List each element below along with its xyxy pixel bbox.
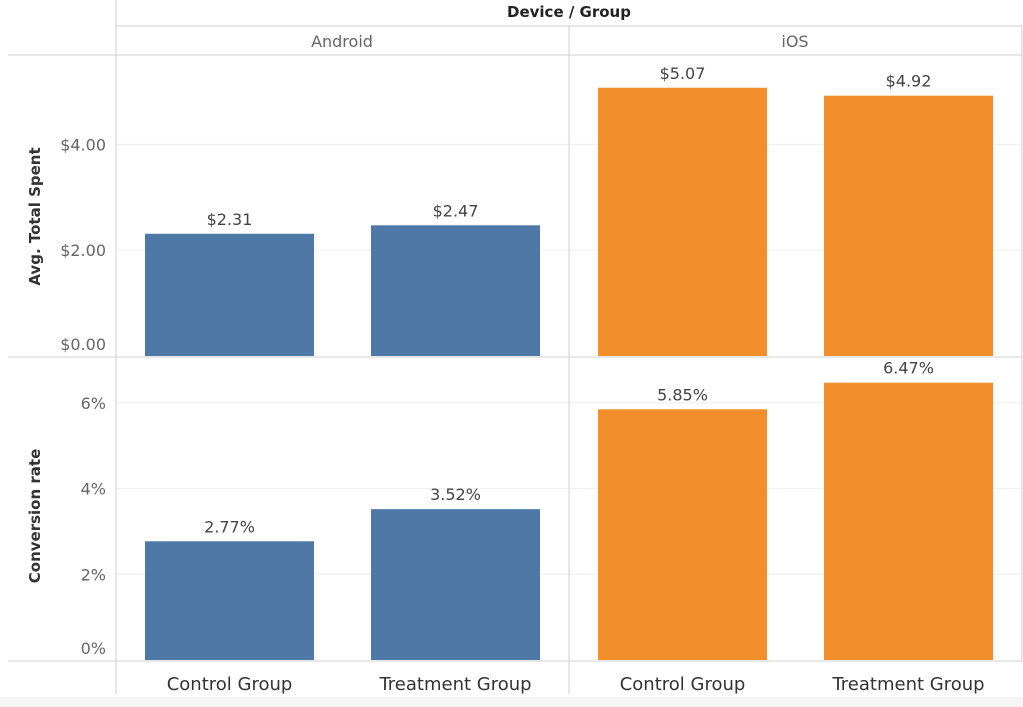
bar-row1-android-1 <box>371 509 540 660</box>
data-label-row0-android-0: $2.31 <box>207 210 253 229</box>
bar-row1-ios-0 <box>598 409 767 660</box>
bar-row0-android-0 <box>145 233 314 356</box>
data-label-row0-ios-0: $5.07 <box>660 64 706 83</box>
y-tick-label-row1-2: 4% <box>81 480 106 499</box>
data-label-row1-ios-1: 6.47% <box>883 359 934 378</box>
y-tick-label-row1-0: 0% <box>81 639 106 658</box>
y-tick-label-row0-0: $0.00 <box>60 335 106 354</box>
x-category-label-ios-1: Treatment Group <box>831 674 984 695</box>
data-label-row1-android-0: 2.77% <box>204 517 255 536</box>
y-tick-label-row0-1: $2.00 <box>60 241 106 260</box>
column-header-ios: iOS <box>781 32 808 51</box>
data-label-row1-android-1: 3.52% <box>430 485 481 504</box>
bar-row1-android-0 <box>145 541 314 660</box>
x-category-label-android-1: Treatment Group <box>378 674 531 695</box>
bottom-scroll-strip <box>0 697 1023 707</box>
y-tick-label-row1-3: 6% <box>81 394 106 413</box>
data-label-row0-android-1: $2.47 <box>433 201 479 220</box>
bar-row1-ios-1 <box>824 382 993 660</box>
x-category-label-android-0: Control Group <box>167 674 293 695</box>
y-tick-label-row1-1: 2% <box>81 565 106 584</box>
bar-row0-ios-0 <box>598 87 767 356</box>
column-header-android: Android <box>311 32 373 51</box>
bar-row0-android-1 <box>371 225 540 356</box>
axis-title-row0: Avg. Total Spent <box>26 147 44 285</box>
chart-title: Device / Group <box>507 3 631 21</box>
data-label-row1-ios-0: 5.85% <box>657 385 708 404</box>
x-category-label-ios-0: Control Group <box>620 674 746 695</box>
bar-row0-ios-1 <box>824 95 993 357</box>
axis-title-row1: Conversion rate <box>26 449 44 583</box>
data-label-row0-ios-1: $4.92 <box>886 72 932 91</box>
y-tick-label-row0-2: $4.00 <box>60 135 106 154</box>
